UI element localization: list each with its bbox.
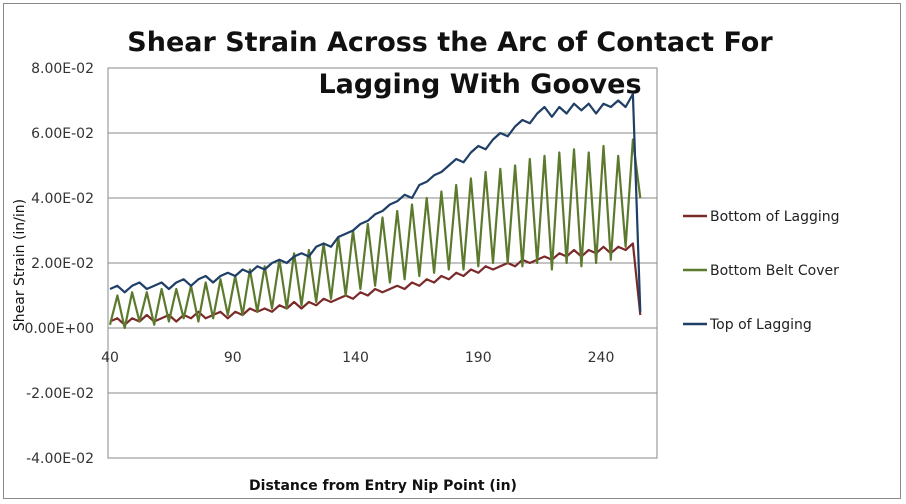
legend-label: Bottom of Lagging (710, 209, 840, 225)
x-tick-label: 190 (465, 350, 492, 366)
chart-frame (3, 3, 901, 499)
legend-label: Bottom Belt Cover (710, 263, 839, 279)
x-tick-label: 40 (101, 350, 119, 366)
series-line-bottom-belt-cover (108, 138, 642, 330)
y-axis-label: Shear Strain (in/in) (12, 199, 28, 331)
series-line-top-of-lagging (109, 92, 642, 312)
y-tick-label: 6.00E-02 (31, 126, 94, 142)
legend-label: Top of Lagging (709, 317, 812, 333)
x-tick-label: 140 (342, 350, 369, 366)
y-tick-label: 2.00E-02 (31, 256, 94, 272)
chart-title-line-1: Shear Strain Across the Arc of Contact F… (127, 27, 773, 58)
x-axis-label: Distance from Entry Nip Point (in) (249, 478, 517, 494)
x-tick-label: 240 (588, 350, 615, 366)
chart-title-line-2: Lagging With Gooves (318, 69, 642, 100)
chart-title: Shear Strain Across the Arc of Contact F… (120, 22, 780, 106)
x-tick-label: 90 (224, 350, 242, 366)
y-tick-label: 4.00E-02 (31, 191, 94, 207)
y-tick-label: -4.00E-02 (26, 451, 94, 467)
y-tick-label: 8.00E-02 (31, 61, 94, 77)
y-tick-label: -2.00E-02 (26, 386, 94, 402)
y-tick-label: 0.00E+00 (24, 321, 94, 337)
